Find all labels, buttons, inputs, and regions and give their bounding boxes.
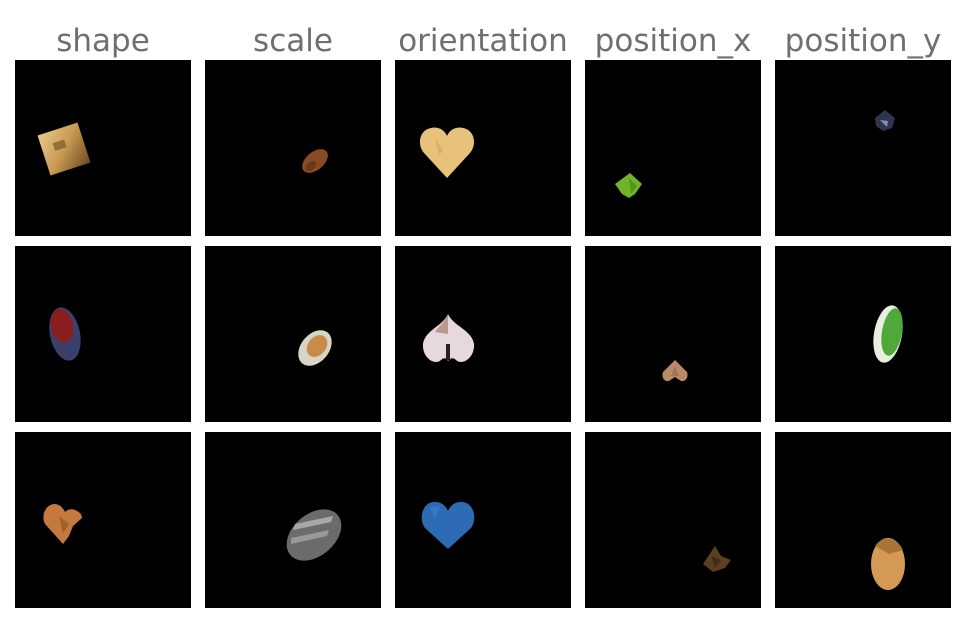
ellipse-object [298, 330, 332, 366]
heart-object [875, 110, 895, 131]
sample-image-orientation-row3 [395, 432, 571, 608]
heart-object [421, 501, 475, 549]
ellipse-object [873, 305, 903, 363]
sample-image-position-x-row2 [585, 246, 761, 422]
sample-image-orientation-row1 [395, 60, 571, 236]
heart-object [615, 173, 642, 198]
sample-image-shape-row1 [15, 60, 191, 236]
ellipse-object [49, 307, 81, 361]
square-object [37, 122, 91, 176]
column-title-scale: scale [253, 23, 333, 59]
heart-object [662, 360, 688, 382]
heart-object [422, 314, 475, 363]
sample-image-scale-row1 [205, 60, 381, 236]
heart-object [43, 504, 82, 544]
column-title-orientation: orientation [398, 23, 568, 59]
sample-image-shape-row2 [15, 246, 191, 422]
sample-image-position-y-row3 [775, 432, 951, 608]
sample-image-orientation-row2 [395, 246, 571, 422]
sample-image-scale-row3 [205, 432, 381, 608]
column-title-shape: shape [56, 23, 150, 59]
sample-image-position-x-row1 [585, 60, 761, 236]
sample-image-scale-row2 [205, 246, 381, 422]
column-title-position-y: position_y [784, 23, 942, 59]
sample-image-position-y-row2 [775, 246, 951, 422]
sample-image-position-x-row3 [585, 432, 761, 608]
sample-image-shape-row3 [15, 432, 191, 608]
heart-object [419, 127, 475, 178]
heart-object [703, 546, 731, 572]
ellipse-object [871, 538, 905, 590]
column-title-position-x: position_x [594, 23, 752, 59]
ellipse-object [286, 509, 342, 561]
ellipse-object [302, 149, 328, 173]
sample-image-position-y-row1 [775, 60, 951, 236]
